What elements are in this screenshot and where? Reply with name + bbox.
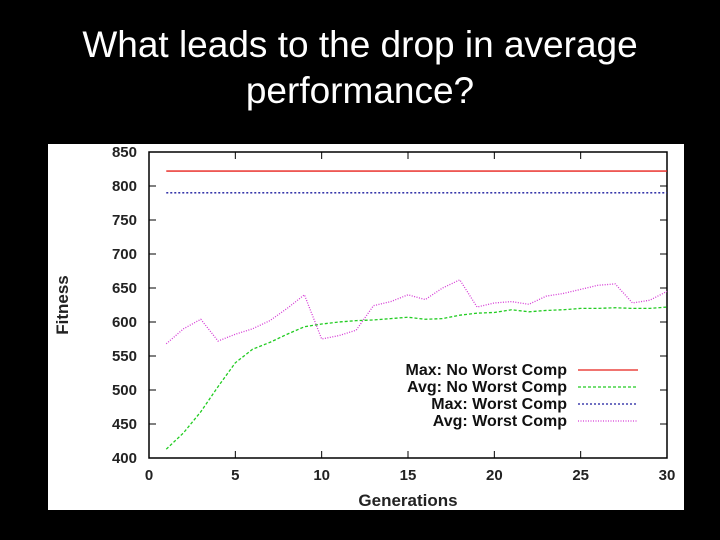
y-tick-label: 550	[112, 348, 137, 365]
y-tick-label: 750	[112, 212, 137, 229]
y-tick-label: 700	[112, 246, 137, 263]
y-tick-label: 500	[112, 382, 137, 399]
legend-label: Max: Worst Comp	[431, 396, 567, 413]
series-line-4	[165, 279, 668, 345]
series-line-2	[165, 306, 668, 450]
slide-title: What leads to the drop in average perfor…	[0, 22, 720, 114]
legend-label: Avg: Worst Comp	[433, 413, 567, 430]
x-axis-label: Generations	[358, 491, 457, 510]
y-tick-label: 400	[112, 450, 137, 467]
x-tick-label: 20	[486, 467, 503, 484]
y-axis-label: Fitness	[53, 275, 72, 335]
legend-label: Max: No Worst Comp	[406, 362, 568, 379]
fitness-chart: 400 450 500 550 600 650 700 750 800 850 0 5 10 15 20 25…	[53, 144, 675, 510]
x-tick-label: 25	[572, 467, 589, 484]
slide-title-text: What leads to the drop in average perfor…	[82, 24, 638, 111]
x-tick-label: 10	[313, 467, 330, 484]
x-tick-label: 5	[231, 467, 239, 484]
x-tick-label: 0	[145, 467, 153, 484]
x-tick-label: 30	[659, 467, 676, 484]
chart-panel: 400 450 500 550 600 650 700 750 800 850 0 5 10 15 20 25…	[48, 144, 684, 510]
y-tick-label: 850	[112, 144, 137, 161]
y-tick-label: 650	[112, 280, 137, 297]
series-lines	[165, 170, 668, 450]
axis-ticks: 400 450 500 550 600 650 700 750 800 850 0 5 10 15 20 25…	[112, 144, 675, 484]
y-tick-label: 450	[112, 416, 137, 433]
x-tick-label: 15	[400, 467, 417, 484]
plot-frame	[148, 151, 668, 459]
y-tick-label: 800	[112, 178, 137, 195]
y-tick-label: 600	[112, 314, 137, 331]
legend-label: Avg: No Worst Comp	[407, 379, 567, 396]
